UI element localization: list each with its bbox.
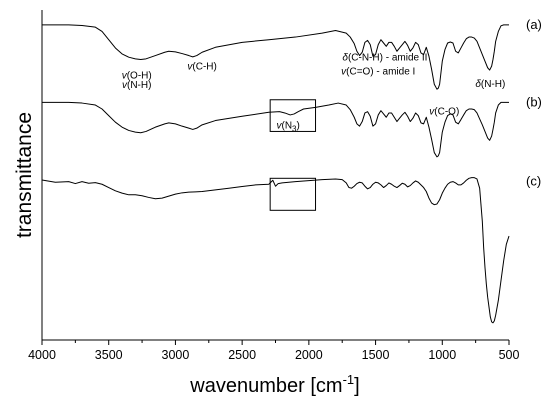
spectrum-line-c [41, 177, 510, 324]
series-label-c: (c) [526, 174, 541, 189]
x-axis-title-main: wavenumber [cm [189, 375, 342, 397]
x-tick-label: 1500 [362, 348, 390, 362]
x-tick-label: 3000 [162, 348, 190, 362]
spectrum-line-a [42, 24, 509, 90]
x-tick-label: 2500 [228, 348, 256, 362]
x-tick-label: 4000 [28, 348, 56, 362]
peak-annotations: v(O-H)v(N-H) v(C-H) δ(C-N-H) - amide II v(C… [122, 52, 506, 133]
x-axis-title-exponent: -1 [343, 372, 355, 387]
x-axis-ticks: 4000 3500 3000 2500 2000 1500 1000 500 [28, 340, 519, 362]
highlight-box [269, 99, 317, 132]
peak-annotation: δ(N-H) [475, 79, 505, 90]
highlight-box [269, 177, 317, 211]
series-labels: (a) (b) (c) [526, 17, 542, 189]
peak-annotation: v(C-H) [187, 61, 216, 72]
peak-annotation: v(C=O) - amide I [341, 67, 415, 78]
x-axis-title-end: ] [354, 375, 360, 397]
highlight-boxes [269, 99, 317, 211]
x-tick-label: 2000 [295, 348, 323, 362]
series-label-a: (a) [526, 17, 542, 32]
plot-area: 4000 3500 3000 2500 2000 1500 1000 500 v(O-H)v(… [28, 10, 542, 362]
y-axis-title: transmittance [13, 112, 36, 238]
x-tick-label: 3500 [95, 348, 123, 362]
x-tick-label: 1000 [428, 348, 456, 362]
series-label-b: (b) [526, 94, 542, 109]
peak-annotation: v(O-H) [122, 70, 152, 81]
peak-annotation: v(N-H) [122, 80, 151, 91]
peak-annotation: v(N3) [276, 120, 299, 133]
spectra [41, 24, 510, 324]
x-axis-title: wavenumber [cm-1] [189, 372, 359, 397]
peak-annotation: v(C-O) [429, 106, 459, 117]
peak-annotation: δ(C-N-H) - amide II [342, 52, 427, 63]
spectrum-line-b [42, 101, 509, 158]
x-tick-label: 500 [499, 348, 520, 362]
